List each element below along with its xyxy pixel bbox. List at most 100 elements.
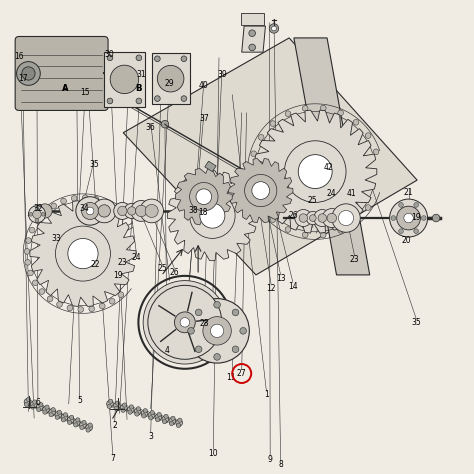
Circle shape	[114, 406, 118, 410]
Bar	[241, 13, 264, 25]
Circle shape	[285, 111, 291, 117]
Circle shape	[36, 407, 41, 412]
Circle shape	[338, 210, 354, 226]
Circle shape	[135, 412, 139, 416]
Circle shape	[70, 415, 74, 419]
Text: 24: 24	[327, 189, 337, 198]
Circle shape	[248, 169, 254, 174]
Circle shape	[118, 292, 124, 298]
Circle shape	[22, 67, 35, 80]
Text: 5: 5	[77, 396, 82, 405]
Text: 39: 39	[217, 71, 227, 79]
Text: 35: 35	[411, 318, 421, 327]
Circle shape	[118, 206, 127, 216]
Circle shape	[155, 418, 160, 422]
Circle shape	[320, 105, 326, 111]
Text: B: B	[136, 84, 141, 92]
Circle shape	[169, 418, 175, 424]
Circle shape	[47, 296, 53, 301]
Text: 19: 19	[411, 213, 421, 221]
Text: 26: 26	[288, 211, 298, 219]
Circle shape	[373, 149, 379, 155]
Circle shape	[162, 416, 169, 422]
Text: 25: 25	[307, 197, 317, 205]
Circle shape	[73, 419, 80, 426]
Circle shape	[252, 182, 270, 200]
Circle shape	[136, 98, 142, 104]
Circle shape	[35, 218, 41, 224]
Circle shape	[232, 309, 239, 316]
Circle shape	[185, 299, 249, 363]
Polygon shape	[254, 110, 377, 233]
Circle shape	[390, 199, 428, 237]
Circle shape	[299, 214, 308, 222]
Circle shape	[109, 399, 113, 403]
Circle shape	[214, 301, 220, 308]
Circle shape	[195, 346, 202, 353]
Circle shape	[404, 213, 413, 223]
Circle shape	[55, 226, 110, 281]
Circle shape	[196, 189, 211, 205]
Text: 23: 23	[118, 258, 127, 267]
Circle shape	[17, 62, 40, 85]
Text: 19: 19	[113, 272, 122, 280]
Circle shape	[365, 133, 371, 138]
Circle shape	[98, 205, 110, 217]
Circle shape	[149, 416, 153, 420]
Text: 22: 22	[90, 260, 100, 269]
Text: 33: 33	[51, 235, 61, 243]
Circle shape	[86, 428, 90, 432]
Circle shape	[28, 206, 46, 223]
Text: 12: 12	[266, 284, 276, 292]
Circle shape	[134, 408, 141, 415]
Text: 9: 9	[268, 456, 273, 464]
Circle shape	[269, 24, 279, 33]
Circle shape	[49, 409, 55, 416]
Circle shape	[136, 205, 147, 217]
Circle shape	[148, 412, 155, 419]
Circle shape	[114, 202, 131, 219]
Circle shape	[142, 414, 146, 418]
Circle shape	[397, 206, 420, 230]
Circle shape	[270, 217, 276, 222]
Polygon shape	[167, 171, 257, 261]
Text: 23: 23	[350, 255, 359, 264]
Text: 32: 32	[33, 204, 43, 213]
Circle shape	[122, 403, 127, 407]
Circle shape	[155, 96, 160, 101]
Circle shape	[107, 55, 113, 61]
Circle shape	[141, 410, 148, 417]
Circle shape	[399, 229, 403, 234]
Circle shape	[107, 401, 113, 407]
Circle shape	[38, 204, 52, 218]
Circle shape	[314, 210, 331, 227]
Circle shape	[67, 420, 72, 425]
Circle shape	[240, 328, 246, 334]
Circle shape	[34, 206, 44, 216]
Circle shape	[116, 401, 120, 405]
Circle shape	[190, 182, 218, 211]
Text: 1: 1	[264, 390, 269, 399]
Circle shape	[55, 411, 62, 418]
Circle shape	[391, 216, 396, 220]
Text: 4: 4	[164, 346, 169, 355]
Text: 24: 24	[132, 254, 141, 262]
Circle shape	[310, 215, 316, 221]
Circle shape	[171, 416, 175, 420]
Circle shape	[124, 203, 139, 219]
Text: 8: 8	[278, 460, 283, 469]
Circle shape	[176, 423, 181, 428]
Circle shape	[30, 401, 37, 408]
Circle shape	[320, 232, 326, 238]
Circle shape	[128, 406, 134, 413]
Circle shape	[36, 404, 43, 410]
Circle shape	[76, 418, 80, 422]
FancyBboxPatch shape	[15, 36, 108, 110]
Circle shape	[41, 212, 45, 216]
Text: 31: 31	[137, 71, 146, 79]
Circle shape	[414, 202, 419, 207]
Circle shape	[145, 204, 158, 218]
Circle shape	[78, 307, 83, 312]
Circle shape	[150, 410, 155, 415]
Circle shape	[57, 301, 63, 307]
